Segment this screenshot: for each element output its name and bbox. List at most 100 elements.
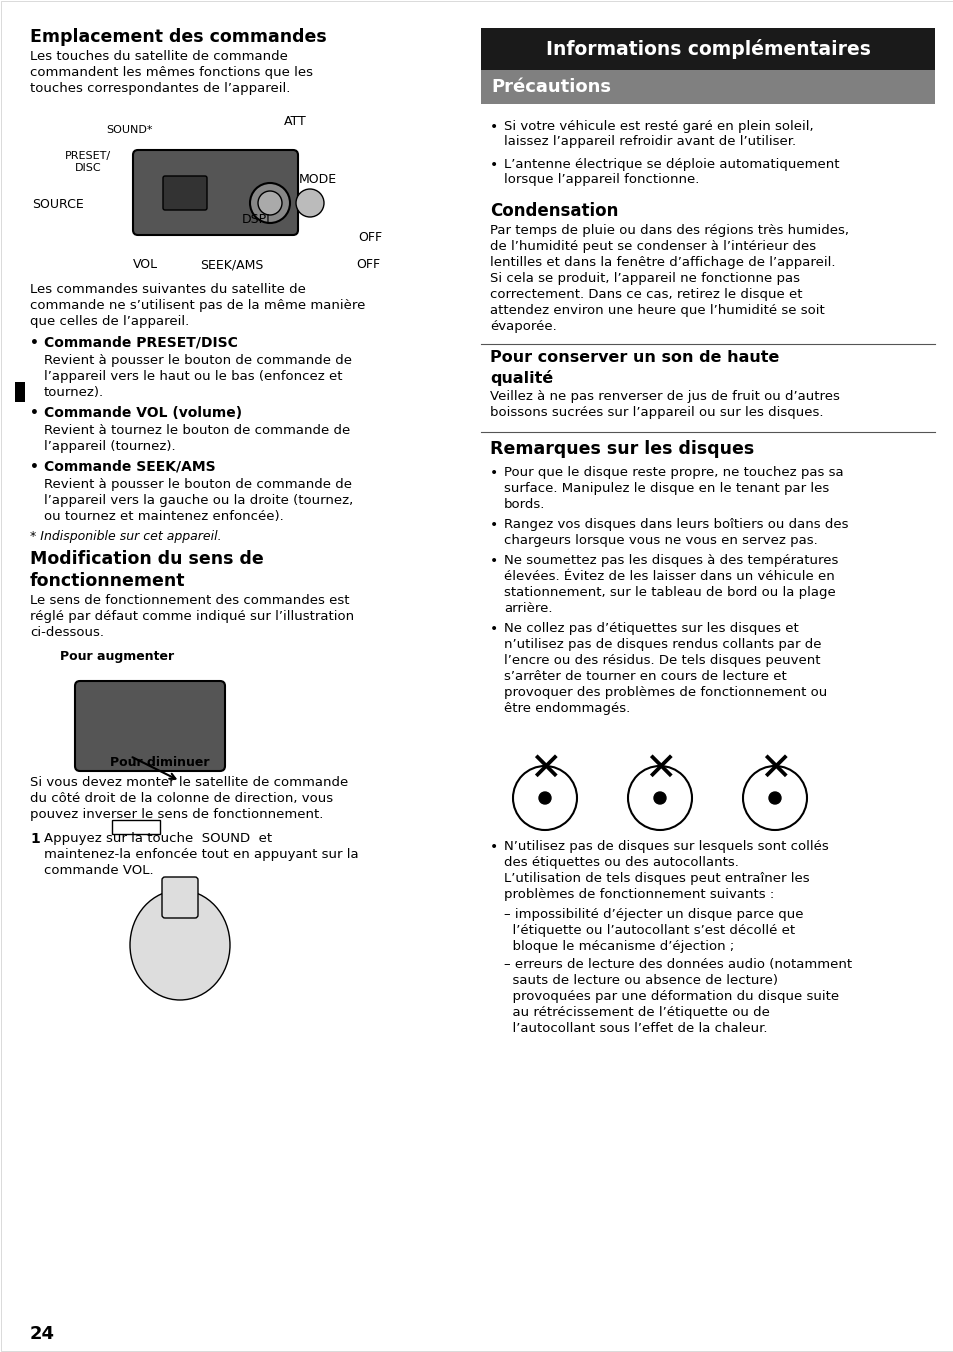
Text: – impossibilité d’éjecter un disque parce que: – impossibilité d’éjecter un disque parc…: [503, 909, 802, 921]
Circle shape: [654, 792, 665, 804]
Text: qualité: qualité: [490, 370, 553, 387]
Text: N’utilisez pas de disques sur lesquels sont collés: N’utilisez pas de disques sur lesquels s…: [503, 840, 828, 853]
Text: •: •: [490, 622, 497, 635]
Text: de l’humidité peut se condenser à l’intérieur des: de l’humidité peut se condenser à l’inté…: [490, 241, 815, 253]
Text: Informations complémentaires: Informations complémentaires: [545, 39, 869, 59]
Text: •: •: [490, 554, 497, 568]
Text: l’autocollant sous l’effet de la chaleur.: l’autocollant sous l’effet de la chaleur…: [503, 1022, 767, 1036]
Text: ou tournez et maintenez enfoncée).: ou tournez et maintenez enfoncée).: [44, 510, 283, 523]
Text: commande VOL.: commande VOL.: [44, 864, 153, 877]
Text: Les touches du satellite de commande: Les touches du satellite de commande: [30, 50, 288, 64]
Text: commande ne s’utilisent pas de la même manière: commande ne s’utilisent pas de la même m…: [30, 299, 365, 312]
Text: 24: 24: [30, 1325, 55, 1343]
Text: commandent les mêmes fonctions que les: commandent les mêmes fonctions que les: [30, 66, 313, 78]
Text: Commande VOL (volume): Commande VOL (volume): [44, 406, 242, 420]
Text: Précautions: Précautions: [491, 78, 610, 96]
Text: * Indisponible sur cet appareil.: * Indisponible sur cet appareil.: [30, 530, 221, 544]
Text: au rétrécissement de l’étiquette ou de: au rétrécissement de l’étiquette ou de: [503, 1006, 769, 1019]
Text: Ne soumettez pas les disques à des températures: Ne soumettez pas les disques à des tempé…: [503, 554, 838, 566]
Circle shape: [295, 189, 324, 218]
Text: 1: 1: [30, 831, 40, 846]
Text: •: •: [490, 518, 497, 531]
Text: ✕: ✕: [528, 750, 560, 788]
Text: Le sens de fonctionnement des commandes est: Le sens de fonctionnement des commandes …: [30, 594, 349, 607]
Text: MODE: MODE: [298, 173, 336, 187]
Circle shape: [257, 191, 282, 215]
Text: ✕: ✕: [758, 750, 790, 788]
Text: lentilles et dans la fenêtre d’affichage de l’appareil.: lentilles et dans la fenêtre d’affichage…: [490, 256, 835, 269]
Text: Veillez à ne pas renverser de jus de fruit ou d’autres: Veillez à ne pas renverser de jus de fru…: [490, 389, 839, 403]
Text: Par temps de pluie ou dans des régions très humides,: Par temps de pluie ou dans des régions t…: [490, 224, 848, 237]
Text: tournez).: tournez).: [44, 387, 104, 399]
Text: réglé par défaut comme indiqué sur l’illustration: réglé par défaut comme indiqué sur l’ill…: [30, 610, 354, 623]
Text: surface. Manipulez le disque en le tenant par les: surface. Manipulez le disque en le tenan…: [503, 483, 828, 495]
Ellipse shape: [130, 890, 230, 1000]
Text: Pour augmenter: Pour augmenter: [60, 650, 174, 662]
Text: Pour conserver un son de haute: Pour conserver un son de haute: [490, 350, 779, 365]
Text: •: •: [490, 466, 497, 480]
Text: ATT: ATT: [283, 115, 306, 128]
Bar: [112, 821, 160, 834]
Text: l’étiquette ou l’autocollant s’est décollé et: l’étiquette ou l’autocollant s’est décol…: [503, 923, 794, 937]
Text: DSPL: DSPL: [242, 214, 274, 226]
Text: •: •: [30, 406, 44, 420]
Text: problèmes de fonctionnement suivants :: problèmes de fonctionnement suivants :: [503, 888, 774, 900]
Text: Ne collez pas d’étiquettes sur les disques et: Ne collez pas d’étiquettes sur les disqu…: [503, 622, 798, 635]
Text: évaporée.: évaporée.: [490, 320, 557, 333]
Circle shape: [250, 183, 290, 223]
Text: touches correspondantes de l’appareil.: touches correspondantes de l’appareil.: [30, 82, 290, 95]
Text: s’arrêter de tourner en cours de lecture et: s’arrêter de tourner en cours de lecture…: [503, 671, 786, 683]
Text: l’appareil vers le haut ou le bas (enfoncez et: l’appareil vers le haut ou le bas (enfon…: [44, 370, 342, 383]
Text: ci-dessous.: ci-dessous.: [30, 626, 104, 639]
FancyBboxPatch shape: [162, 877, 198, 918]
FancyBboxPatch shape: [163, 176, 207, 210]
Text: provoquer des problèmes de fonctionnement ou: provoquer des problèmes de fonctionnemen…: [503, 685, 826, 699]
Text: •: •: [490, 158, 497, 172]
Text: Modification du sens de: Modification du sens de: [30, 550, 263, 568]
Text: attendez environ une heure que l’humidité se soit: attendez environ une heure que l’humidit…: [490, 304, 824, 316]
Text: OFF: OFF: [355, 258, 379, 270]
Text: Pour diminuer: Pour diminuer: [110, 756, 210, 769]
Bar: [480, 28, 934, 70]
Text: Rangez vos disques dans leurs boîtiers ou dans des: Rangez vos disques dans leurs boîtiers o…: [503, 518, 847, 531]
Text: être endommagés.: être endommagés.: [503, 702, 630, 715]
Circle shape: [768, 792, 781, 804]
Text: bords.: bords.: [503, 498, 545, 511]
Text: SOURCE: SOURCE: [32, 197, 84, 211]
Text: boissons sucrées sur l’appareil ou sur les disques.: boissons sucrées sur l’appareil ou sur l…: [490, 406, 822, 419]
Text: l’appareil vers la gauche ou la droite (tournez,: l’appareil vers la gauche ou la droite (…: [44, 493, 353, 507]
Text: •: •: [490, 120, 497, 134]
Text: Les commandes suivantes du satellite de: Les commandes suivantes du satellite de: [30, 283, 306, 296]
Text: OFF: OFF: [357, 231, 381, 243]
Text: L’antenne électrique se déploie automatiquement
lorsque l’appareil fonctionne.: L’antenne électrique se déploie automati…: [503, 158, 839, 187]
Text: Pour que le disque reste propre, ne touchez pas sa: Pour que le disque reste propre, ne touc…: [503, 466, 842, 479]
Text: fonctionnement: fonctionnement: [30, 572, 185, 589]
Text: L’utilisation de tels disques peut entraîner les: L’utilisation de tels disques peut entra…: [503, 872, 809, 886]
Text: Revient à pousser le bouton de commande de: Revient à pousser le bouton de commande …: [44, 354, 352, 366]
Text: sauts de lecture ou absence de lecture): sauts de lecture ou absence de lecture): [503, 973, 778, 987]
Text: Commande PRESET/DISC: Commande PRESET/DISC: [44, 337, 237, 350]
Text: pouvez inverser le sens de fonctionnement.: pouvez inverser le sens de fonctionnemen…: [30, 808, 323, 821]
Bar: [480, 70, 934, 104]
Text: – erreurs de lecture des données audio (notamment: – erreurs de lecture des données audio (…: [503, 959, 851, 971]
Bar: [15, 383, 25, 402]
Text: bloque le mécanisme d’éjection ;: bloque le mécanisme d’éjection ;: [503, 940, 734, 953]
Text: l’appareil (tournez).: l’appareil (tournez).: [44, 439, 175, 453]
Circle shape: [538, 792, 551, 804]
Text: du côté droit de la colonne de direction, vous: du côté droit de la colonne de direction…: [30, 792, 333, 804]
Text: correctement. Dans ce cas, retirez le disque et: correctement. Dans ce cas, retirez le di…: [490, 288, 801, 301]
Text: n’utilisez pas de disques rendus collants par de: n’utilisez pas de disques rendus collant…: [503, 638, 821, 652]
Text: PRESET/
DISC: PRESET/ DISC: [65, 151, 111, 173]
Text: maintenez-la enfoncée tout en appuyant sur la: maintenez-la enfoncée tout en appuyant s…: [44, 848, 358, 861]
FancyBboxPatch shape: [75, 681, 225, 771]
Text: l’encre ou des résidus. De tels disques peuvent: l’encre ou des résidus. De tels disques …: [503, 654, 820, 667]
FancyBboxPatch shape: [132, 150, 297, 235]
Text: élevées. Évitez de les laisser dans un véhicule en: élevées. Évitez de les laisser dans un v…: [503, 571, 834, 583]
Text: Appuyez sur la touche  SOUND  et: Appuyez sur la touche SOUND et: [44, 831, 272, 845]
Text: provoquées par une déformation du disque suite: provoquées par une déformation du disque…: [503, 990, 839, 1003]
Text: Condensation: Condensation: [490, 201, 618, 220]
Text: Si cela se produit, l’appareil ne fonctionne pas: Si cela se produit, l’appareil ne foncti…: [490, 272, 800, 285]
Text: stationnement, sur le tableau de bord ou la plage: stationnement, sur le tableau de bord ou…: [503, 585, 835, 599]
Text: SEEK/AMS: SEEK/AMS: [200, 258, 263, 270]
Text: que celles de l’appareil.: que celles de l’appareil.: [30, 315, 189, 329]
